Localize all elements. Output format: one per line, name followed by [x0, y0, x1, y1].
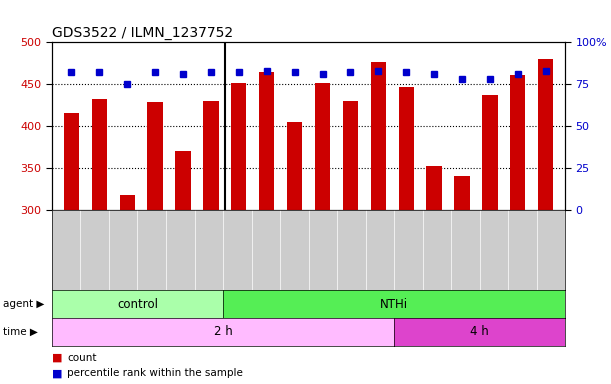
- Text: NTHi: NTHi: [380, 298, 408, 311]
- Bar: [64, 113, 79, 210]
- Text: time ▶: time ▶: [3, 327, 38, 337]
- Text: ■: ■: [52, 353, 62, 363]
- Bar: [259, 71, 274, 210]
- Text: 2 h: 2 h: [214, 325, 232, 338]
- Bar: [482, 95, 497, 210]
- Bar: [455, 176, 470, 210]
- Bar: [538, 59, 554, 210]
- Text: control: control: [117, 298, 158, 311]
- Text: count: count: [67, 353, 97, 363]
- Bar: [371, 62, 386, 210]
- Bar: [120, 195, 135, 210]
- Bar: [203, 101, 219, 210]
- Bar: [231, 83, 246, 210]
- Bar: [287, 122, 302, 210]
- Text: GDS3522 / ILMN_1237752: GDS3522 / ILMN_1237752: [52, 26, 233, 40]
- Bar: [175, 151, 191, 210]
- Bar: [510, 75, 525, 210]
- Text: 4 h: 4 h: [470, 325, 489, 338]
- Text: percentile rank within the sample: percentile rank within the sample: [67, 368, 243, 378]
- Bar: [147, 102, 163, 210]
- Bar: [398, 87, 414, 210]
- Bar: [343, 101, 358, 210]
- Text: ■: ■: [52, 368, 62, 378]
- Bar: [426, 166, 442, 210]
- Bar: [315, 83, 330, 210]
- Text: agent ▶: agent ▶: [3, 299, 45, 309]
- Bar: [92, 99, 107, 210]
